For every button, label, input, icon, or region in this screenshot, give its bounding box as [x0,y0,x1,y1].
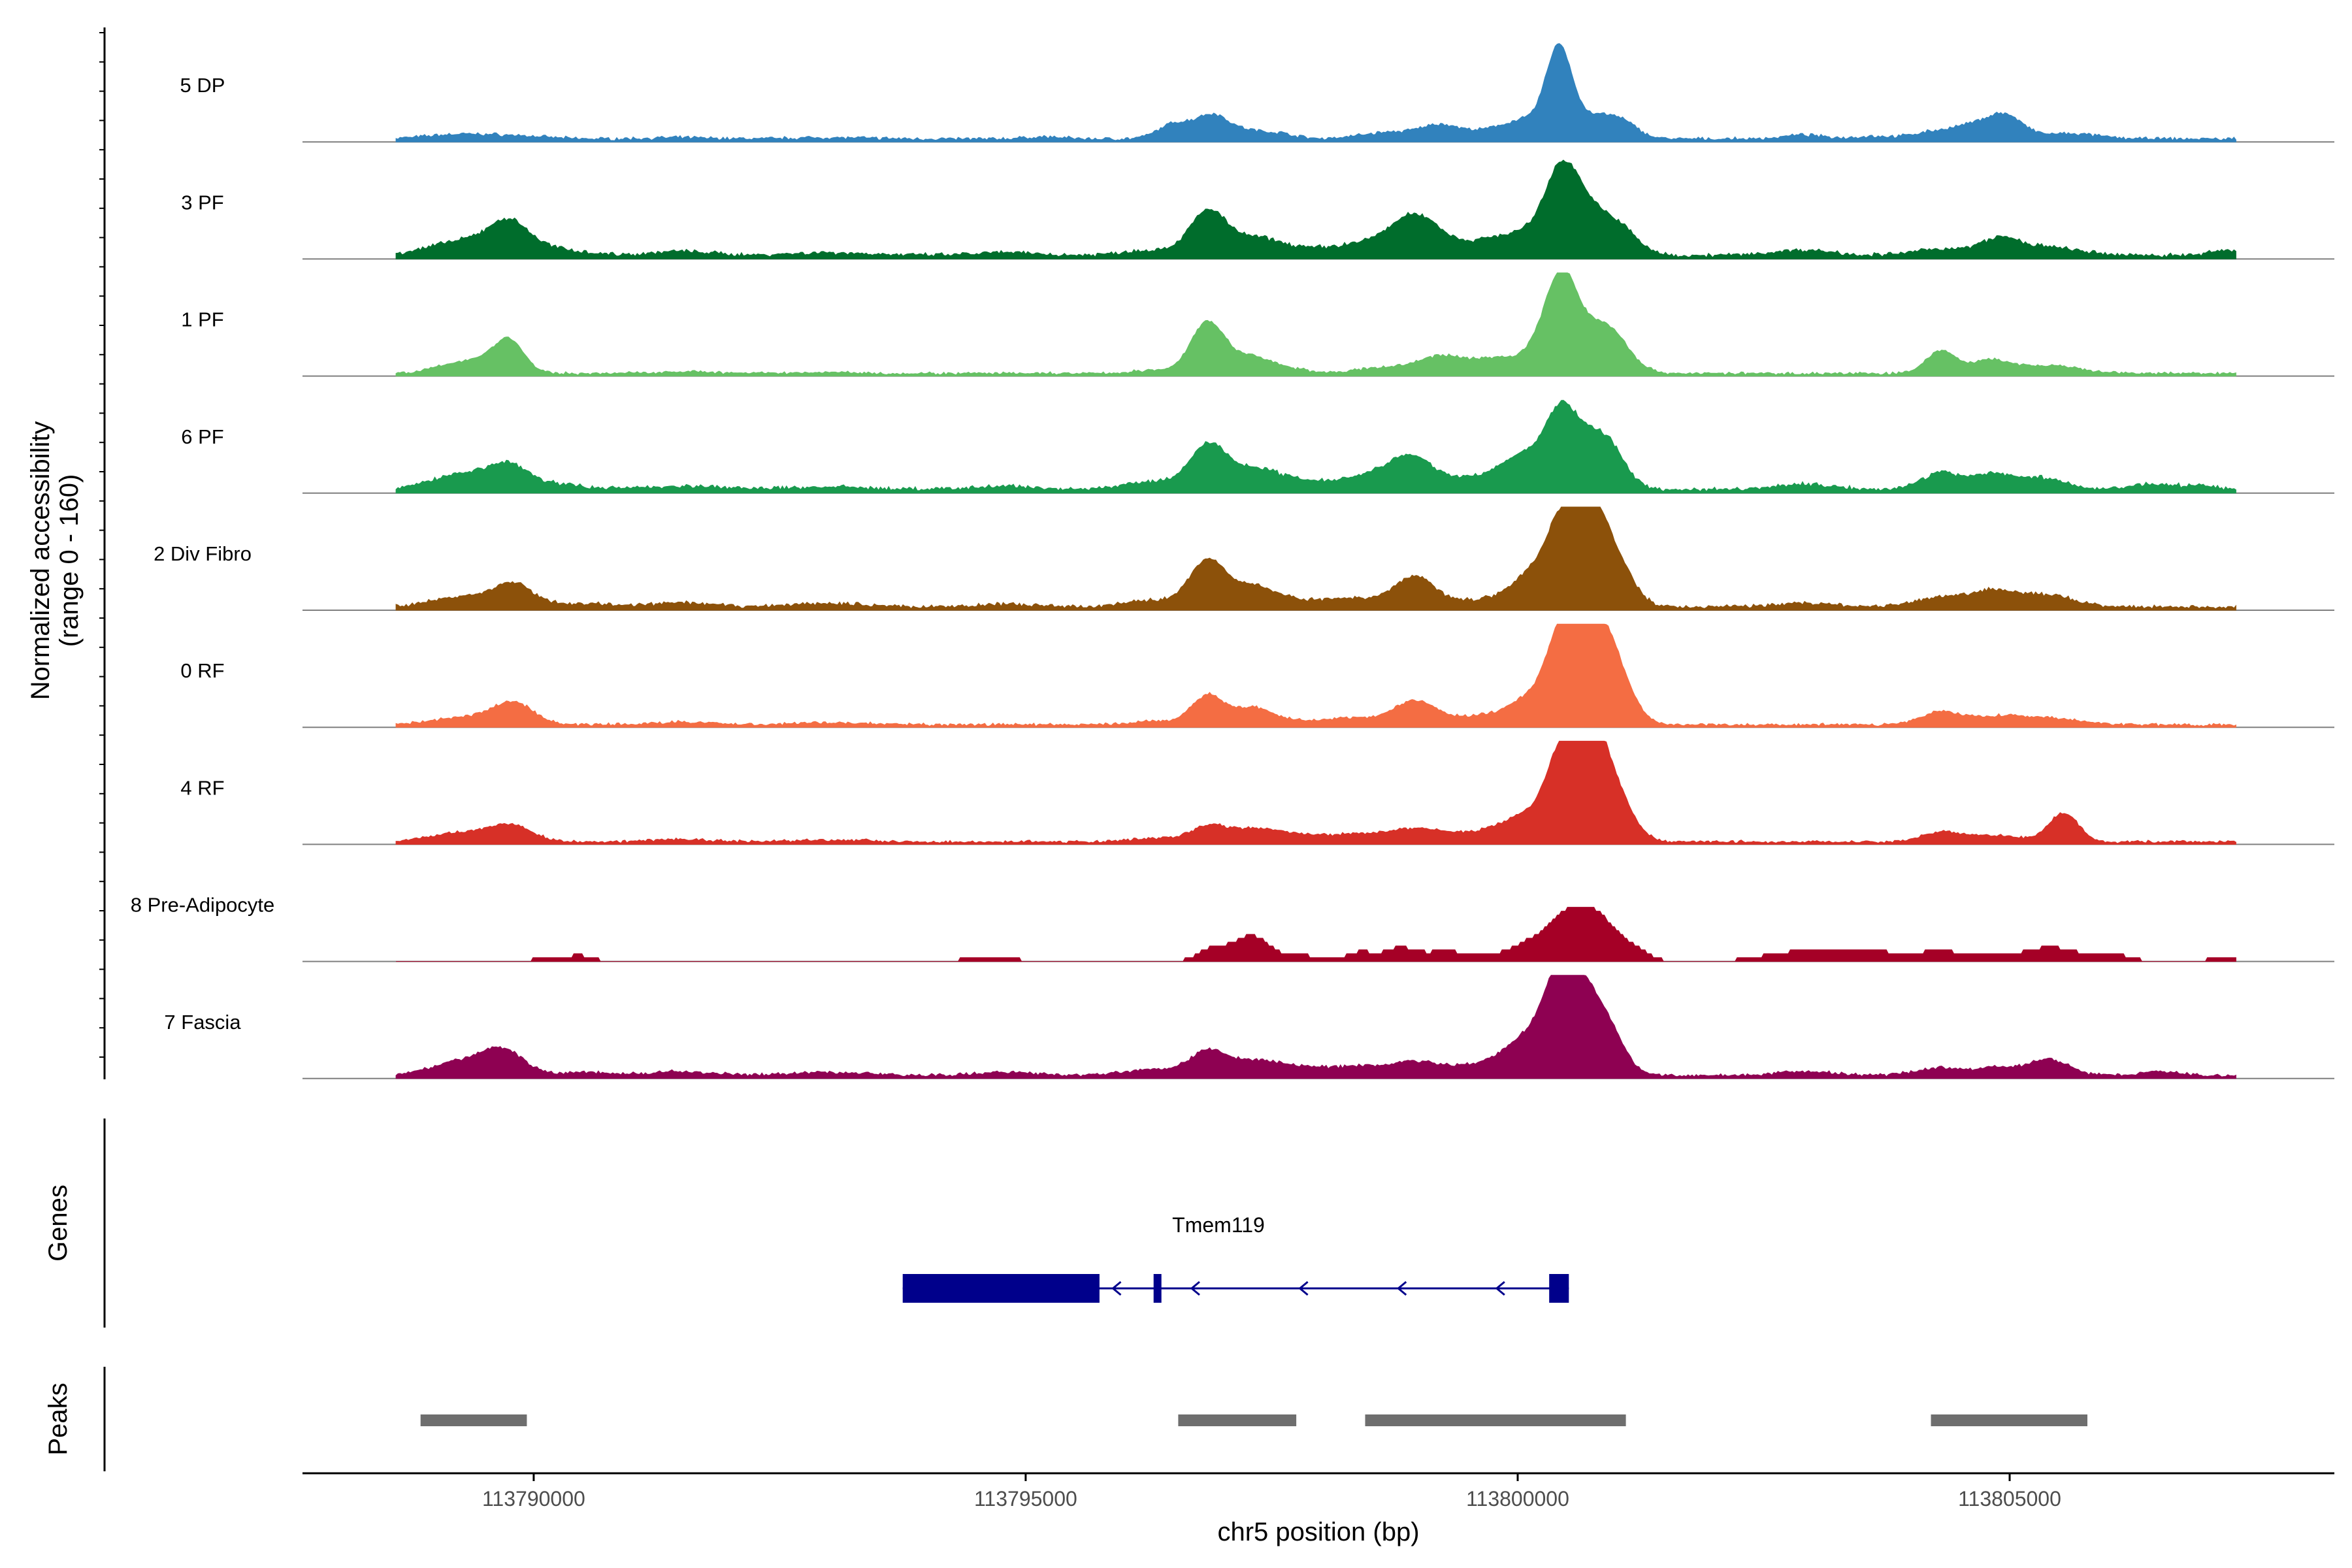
track-2-div-fibro: 2 Div Fibro [154,506,2334,611]
track-label: 3 PF [181,191,223,214]
strand-arrow [1298,1281,1309,1296]
coverage-area [395,272,2236,377]
gene-exon [1153,1274,1162,1303]
peak-region [420,1414,527,1426]
gene-exon [1549,1274,1569,1303]
strand-arrow [1396,1281,1407,1296]
coverage-area [395,506,2236,611]
coverage-area [396,907,2236,962]
track-7-fascia: 7 Fascia [164,975,2334,1079]
track-5-dp: 5 DP [180,42,2334,143]
track-label: 8 Pre-Adipocyte [131,894,275,917]
track-label: 0 RF [180,659,224,682]
x-tick-label: 113805000 [1958,1487,2061,1511]
strand-arrow [1495,1281,1505,1296]
track-0-rf: 0 RF [180,623,2334,728]
y-axis-title-line-2: (range 0 - 160) [55,474,84,647]
track-6-pf: 6 PF [181,400,2334,494]
track-1-pf: 1 PF [181,272,2334,377]
coverage-area [395,159,2236,259]
x-axis-ticks: 113790000 113795000 113800000 113805000 [482,1473,2061,1511]
coverage-area [395,623,2236,728]
coverage-area [395,740,2236,845]
x-tick-label: 113790000 [482,1487,585,1511]
peak-region [1178,1414,1297,1426]
coverage-area [395,42,2236,142]
genes-panel-label: Genes [44,1184,73,1262]
track-3-pf: 3 PF [181,159,2334,260]
strand-arrow [1190,1281,1200,1296]
track-label: 2 Div Fibro [154,542,252,565]
x-tick-label: 113800000 [1466,1487,1569,1511]
track-8-pre-adipocyte: 8 Pre-Adipocyte [131,894,2334,962]
y-axis-title: Normalized accessibility (range 0 - 160) [26,421,84,700]
x-tick-label: 113795000 [974,1487,1077,1511]
peaks-panel-label: Peaks [44,1382,73,1455]
coverage-area [395,400,2236,494]
track-label: 5 DP [180,74,225,97]
gene-track: Tmem119 [902,1213,1569,1303]
gene-name-label: Tmem119 [1172,1213,1265,1237]
peaks-track [420,1414,2087,1426]
track-label: 7 Fascia [164,1011,241,1034]
track-label: 4 RF [180,776,224,799]
coverage-area [395,975,2236,1079]
gene-exon [902,1274,1100,1303]
coverage-tracks: 5 DP 3 PF 1 PF 6 PF 2 Div Fibro 0 RF 4 RF 8 Pre… [131,42,2334,1079]
peak-region [1931,1414,2087,1426]
track-4-rf: 4 RF [180,740,2334,845]
y-axis-ticks [99,32,105,1058]
y-axis-title-line-1: Normalized accessibility [26,421,55,700]
track-label: 1 PF [181,308,223,331]
strand-arrow [1111,1281,1122,1296]
x-axis-title: chr5 position (bp) [1217,1518,1419,1546]
peak-region [1365,1414,1626,1426]
track-label: 6 PF [181,425,223,448]
